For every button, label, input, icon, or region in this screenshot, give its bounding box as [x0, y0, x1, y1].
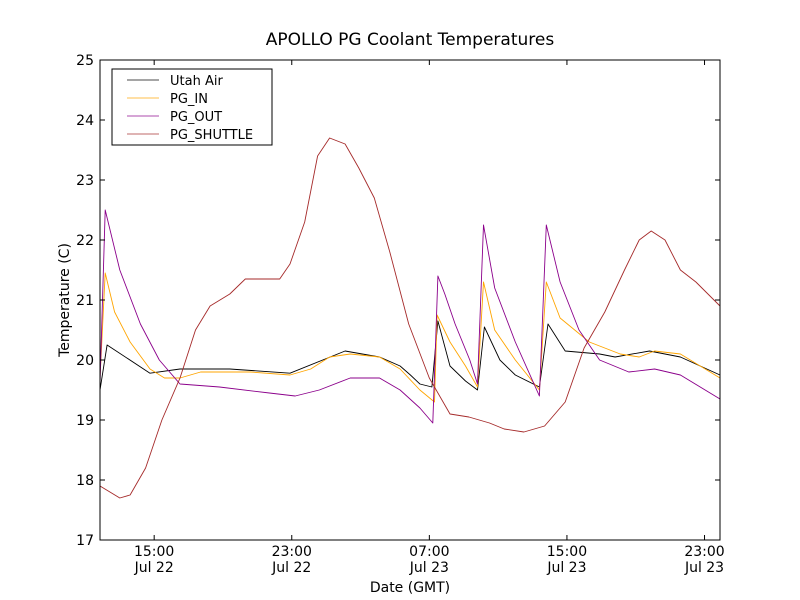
x-tick-label-date: Jul 22 — [134, 560, 174, 576]
y-tick-label: 18 — [76, 473, 94, 489]
x-axis-label: Date (GMT) — [370, 580, 450, 596]
x-tick-label-date: Jul 23 — [409, 560, 449, 576]
x-tick-label-time: 15:00 — [547, 544, 587, 560]
x-tick-label-time: 15:00 — [134, 544, 174, 560]
x-tick-label-time: 23:00 — [272, 544, 312, 560]
x-tick-label-time: 23:00 — [684, 544, 724, 560]
x-tick-label-date: Jul 23 — [684, 560, 724, 576]
y-tick-label: 17 — [76, 533, 94, 549]
y-tick-label: 22 — [76, 233, 94, 249]
legend-label: PG_OUT — [170, 110, 222, 125]
series-line-pg-in — [99, 272, 721, 403]
series-layer — [99, 137, 721, 499]
legend-box — [111, 68, 273, 146]
y-tick-label: 20 — [76, 353, 94, 369]
series-line-pg-out — [99, 209, 721, 424]
y-tick-label: 25 — [76, 53, 94, 69]
y-axis-label: Temperature (C) — [57, 243, 73, 358]
legend-label: PG_IN — [170, 92, 208, 107]
y-tick-label: 23 — [76, 173, 94, 189]
y-tick-label: 21 — [76, 293, 94, 309]
legend-label: PG_SHUTTLE — [170, 128, 253, 143]
legend-items: Utah Air PG_IN PG_OUT PG_SHUTTLE — [127, 74, 253, 143]
y-tick-label: 19 — [76, 413, 94, 429]
legend: Utah Air PG_IN PG_OUT PG_SHUTTLE — [111, 68, 273, 146]
series-line-pg-shuttle — [99, 137, 721, 499]
x-tick-label-date: Jul 22 — [271, 560, 311, 576]
x-tick-label-time: 07:00 — [409, 544, 449, 560]
legend-label: Utah Air — [170, 74, 223, 89]
chart-title: APOLLO PG Coolant Temperatures — [266, 30, 555, 50]
x-tick-label-date: Jul 23 — [546, 560, 586, 576]
series-line-utah-air — [99, 320, 721, 391]
y-tick-label: 24 — [76, 113, 94, 129]
